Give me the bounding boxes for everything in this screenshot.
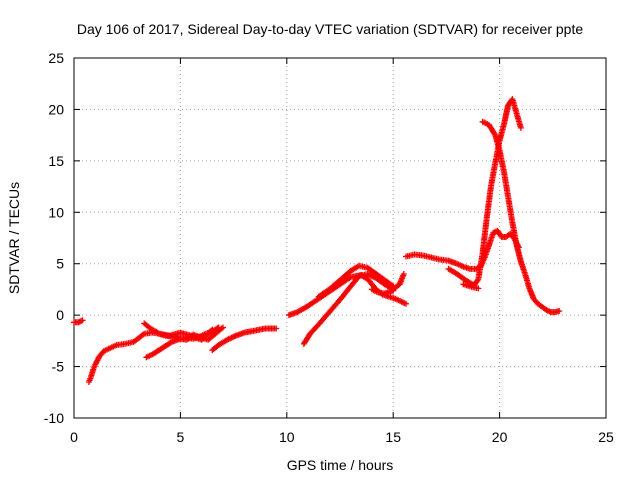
series-8 [368,286,397,297]
y-axis-label: SDTVAR / TECUs [6,182,22,294]
series-4 [209,325,280,354]
series-9 [403,227,522,272]
data-point [474,277,481,284]
data-point [139,331,146,338]
data-point [389,282,395,289]
y-tick-label: 0 [56,307,64,323]
series-5 [285,272,409,319]
x-tick-label: 25 [598,429,614,445]
series-0 [71,317,86,326]
data-point [475,285,482,292]
series-11 [460,281,482,292]
data-point [346,275,353,281]
series-7 [315,262,397,300]
data-point [78,318,85,324]
data-point [208,327,215,334]
data-point [556,308,563,314]
y-tick-label: 20 [48,101,64,117]
x-tick-label: 20 [492,429,508,445]
data-point [400,271,407,277]
data-point [79,317,86,324]
y-tick-label: -10 [44,410,64,426]
x-tick-label: 15 [385,429,401,445]
data-points [71,96,563,385]
y-tick-label: 15 [48,153,64,169]
y-tick-label: 25 [48,50,64,66]
y-tick-label: -5 [52,359,65,375]
x-tick-label: 0 [70,429,78,445]
data-point [403,300,409,307]
series-6 [300,271,407,347]
chart-title: Day 106 of 2017, Sidereal Day-to-day VTE… [77,21,584,37]
data-point [76,318,83,325]
y-tick-label: 5 [56,256,64,272]
x-tick-labels: 0 5 10 15 20 25 [70,429,614,445]
data-point [491,130,498,137]
data-point [167,339,174,346]
x-axis-label: GPS time / hours [287,457,394,473]
data-point [273,325,280,332]
x-tick-label: 5 [177,429,185,445]
y-tick-label: 10 [48,204,64,220]
x-tick-label: 10 [279,429,295,445]
grid-lines [74,58,606,418]
series-12 [479,118,563,316]
series-3 [141,320,216,343]
data-point [214,325,221,332]
data-point [215,324,222,331]
plot-frame [73,57,607,419]
y-tick-labels: -10 -5 0 5 10 15 20 25 [44,50,64,426]
data-point [390,287,397,294]
data-point [517,124,524,131]
data-point [209,326,216,333]
axis-ticks [73,57,607,419]
